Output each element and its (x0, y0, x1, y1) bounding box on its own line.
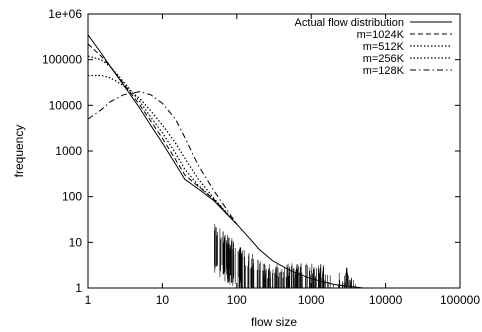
y-tick-label: 10 (69, 235, 83, 249)
y-tick-label: 100000 (42, 53, 82, 67)
y-axis-label: frequency (12, 125, 26, 178)
x-axis-label: flow size (251, 315, 297, 329)
y-tick-label: 1e+06 (48, 7, 82, 21)
series-line-m-1024k (87, 43, 238, 225)
series-layer (87, 34, 416, 289)
plot-frame (87, 13, 461, 289)
y-tick-label: 10000 (49, 98, 83, 112)
x-tick-label: 10 (156, 293, 170, 307)
x-tick-label: 1 (85, 293, 92, 307)
legend-label: m=1024K (357, 29, 405, 41)
x-tick-label: 1000 (298, 293, 325, 307)
legend: Actual flow distributionm=1024Km=512Km=2… (295, 17, 452, 77)
y-tick-label: 1000 (55, 144, 82, 158)
series-line-actual-flow-distribution (87, 34, 416, 289)
x-tick-label: 10000 (369, 293, 403, 307)
x-axis-ticks: 1 10 100 1000 10000 100000 (85, 14, 480, 307)
actual-distribution-noise (214, 223, 356, 288)
y-tick-label: 1 (75, 281, 82, 295)
y-axis-ticks: 1 10 100 1000 10000 100000 1e+06 (42, 7, 460, 295)
legend-label: m=512K (363, 41, 405, 53)
series-line-m-512k (87, 55, 238, 225)
legend-label: Actual flow distribution (295, 17, 404, 29)
legend-label: m=128K (363, 65, 405, 77)
y-tick-label: 100 (62, 190, 82, 204)
series-line-m-128k (87, 91, 238, 225)
x-tick-label: 100000 (440, 293, 480, 307)
series-line-m-256k (88, 74, 238, 225)
legend-label: m=256K (363, 53, 405, 65)
x-tick-label: 100 (227, 293, 247, 307)
